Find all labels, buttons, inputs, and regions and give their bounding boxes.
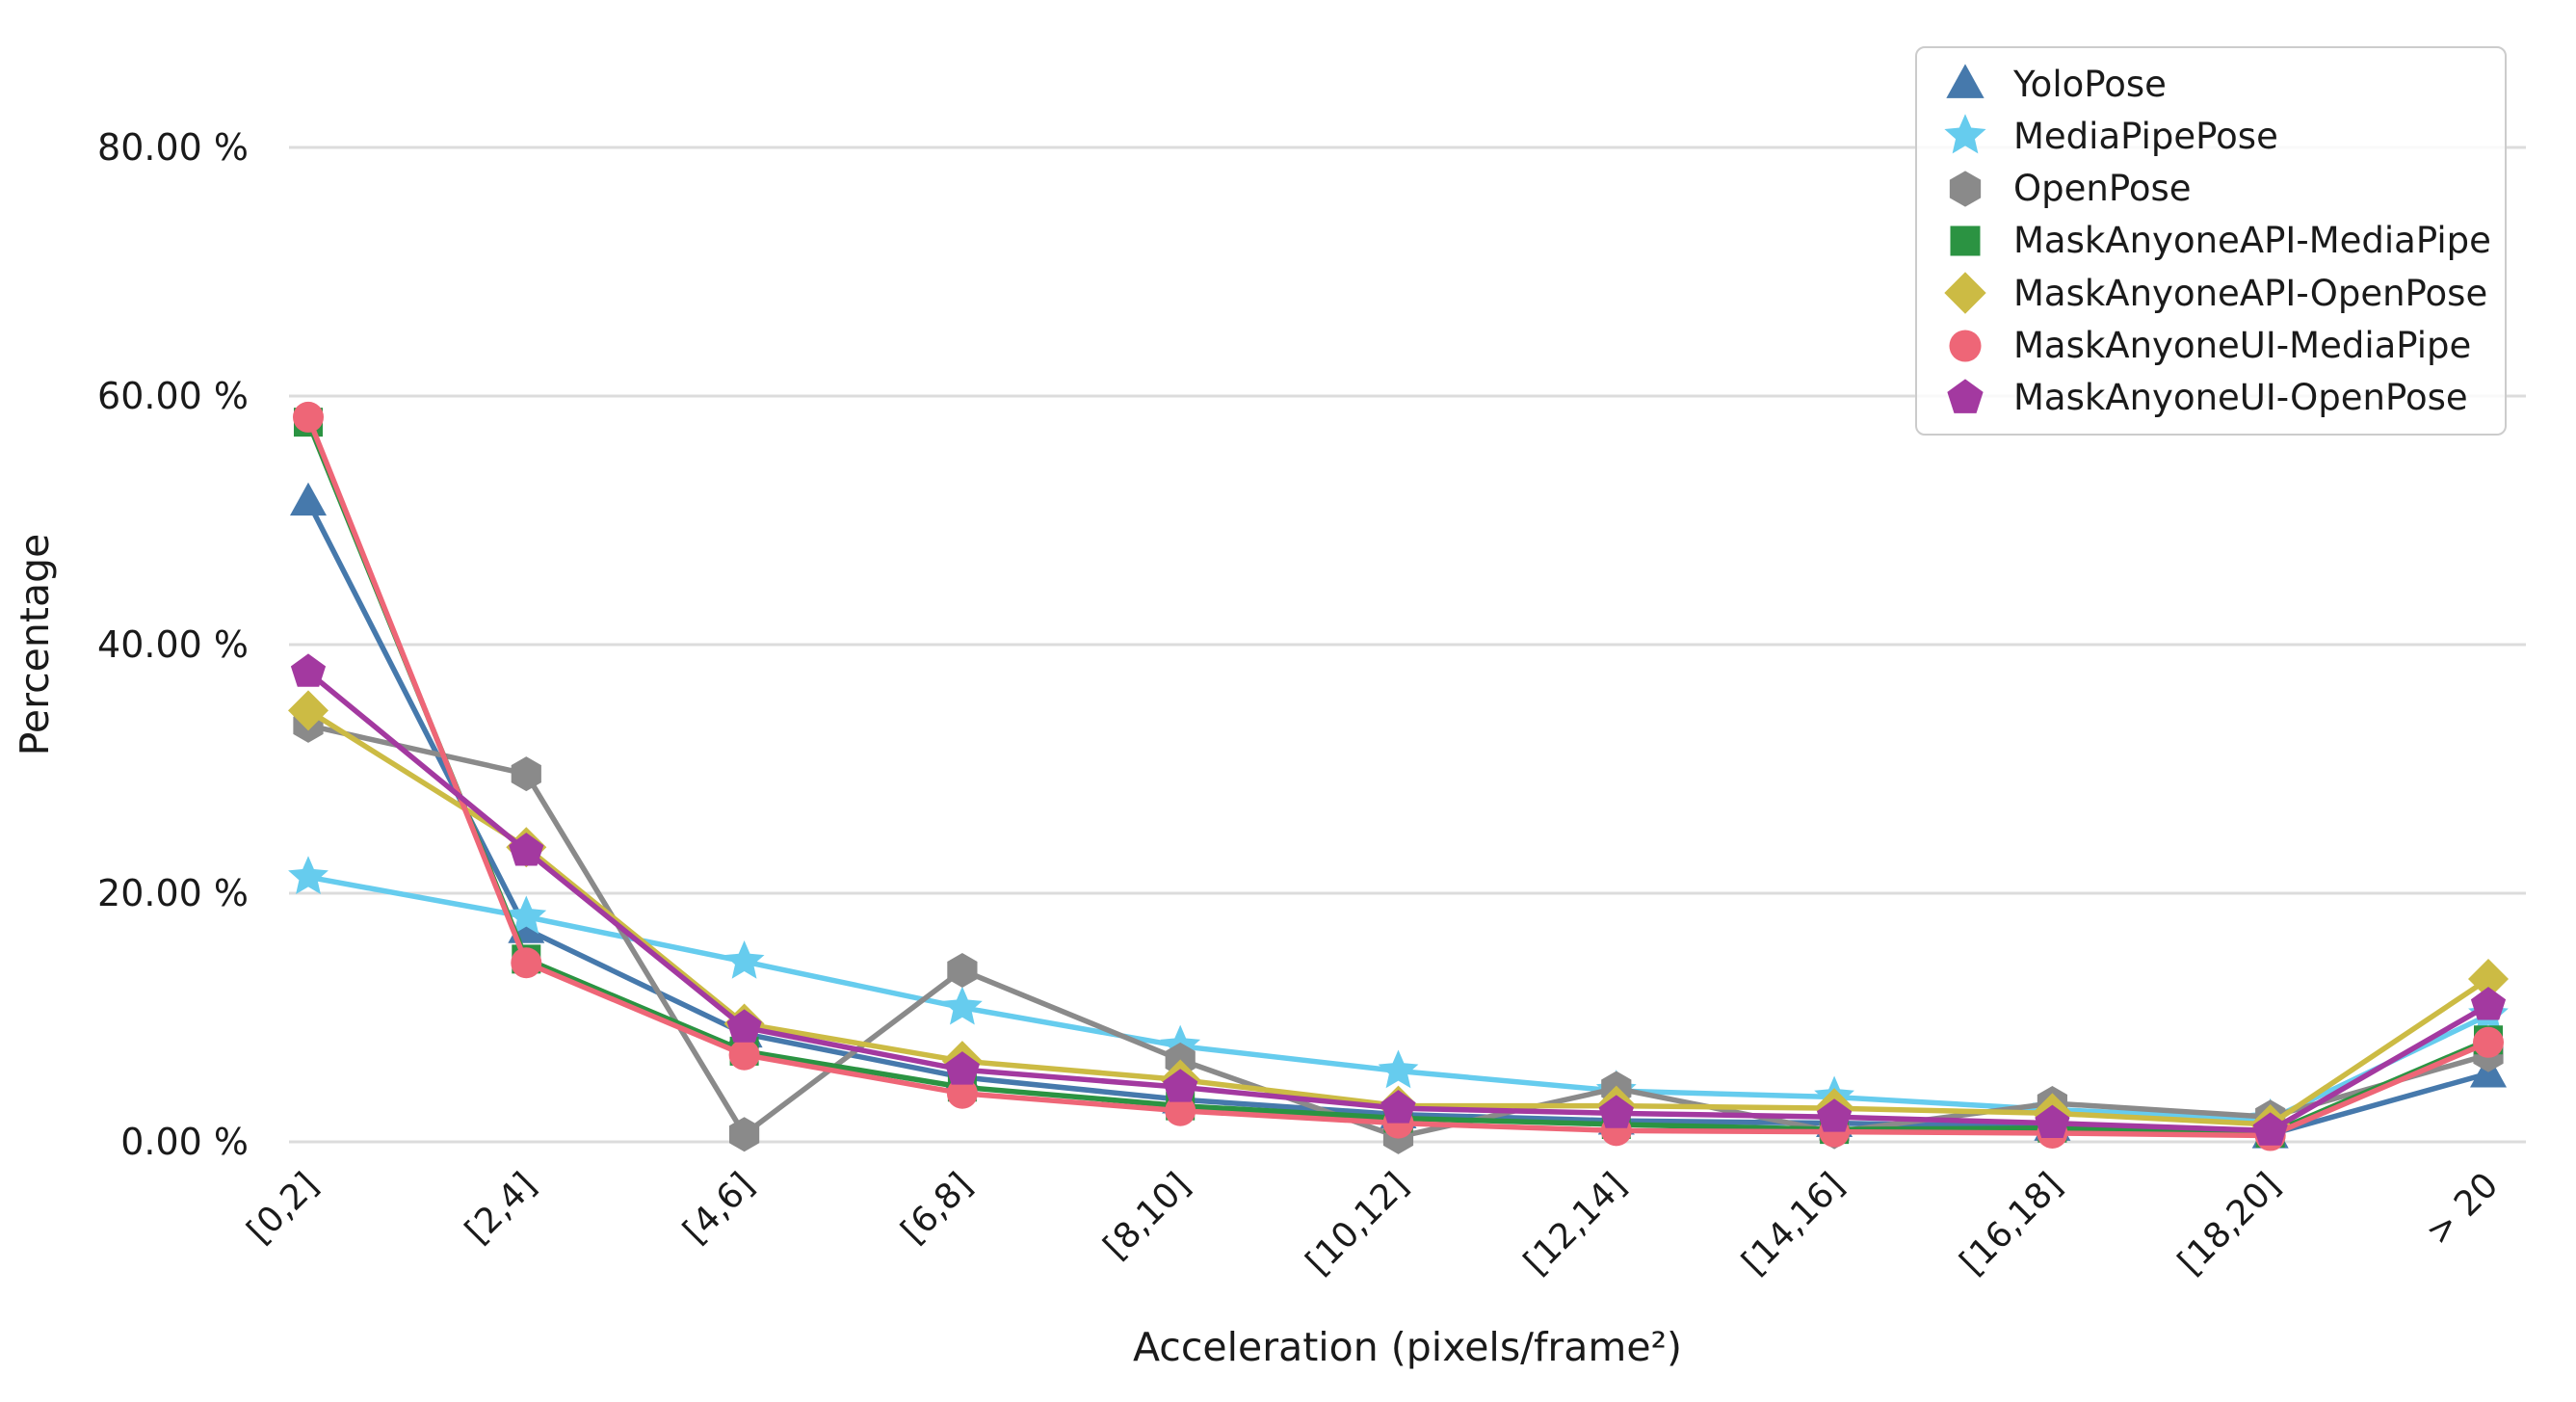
star-marker bbox=[1378, 1049, 1419, 1089]
star-marker bbox=[723, 939, 765, 979]
square-icon bbox=[1950, 225, 1981, 256]
x-tick-label: [0,2] bbox=[240, 1165, 326, 1251]
legend: YoloPose MediaPipePose OpenPose MaskAnyoneA… bbox=[1915, 46, 2507, 436]
x-tick-label: [14,16] bbox=[1735, 1165, 1853, 1283]
x-tick-label: [16,18] bbox=[1953, 1165, 2070, 1283]
circle-marker bbox=[293, 401, 324, 433]
star-marker bbox=[506, 895, 547, 935]
pentagon-marker bbox=[1163, 1069, 1198, 1102]
y-axis-tick-labels: 0.00 % 20.00 % 40.00 % 60.00 % 80.00 % bbox=[97, 126, 249, 1163]
x-tick-label: [2,4] bbox=[458, 1165, 543, 1251]
pentagon-marker bbox=[290, 653, 327, 687]
pentagon-marker bbox=[509, 833, 544, 866]
star-icon bbox=[1944, 114, 1986, 154]
legend-item-label: MaskAnyoneAPI-OpenPose bbox=[2013, 272, 2488, 314]
hexagon-marker bbox=[947, 952, 978, 988]
series-line-YoloPose bbox=[305, 498, 2491, 1138]
pentagon-marker bbox=[2252, 1112, 2288, 1146]
legend-item: MediaPipePose bbox=[1942, 111, 2495, 161]
circle-icon bbox=[1949, 330, 1982, 362]
pentagon-marker bbox=[1380, 1090, 1416, 1124]
pentagon-marker bbox=[2470, 987, 2507, 1020]
legend-item: YoloPose bbox=[1942, 59, 2495, 109]
pentagon-marker bbox=[944, 1051, 980, 1085]
circle-marker bbox=[511, 947, 542, 979]
x-tick-label: [12,14] bbox=[1516, 1165, 1634, 1283]
y-tick-label: 60.00 % bbox=[97, 375, 249, 417]
y-tick-label: 80.00 % bbox=[97, 126, 249, 169]
triangle-icon bbox=[1946, 64, 1985, 99]
x-tick-label: [8,10] bbox=[1096, 1165, 1198, 1267]
x-tick-label: > 20 bbox=[2419, 1165, 2507, 1253]
pentagon-marker bbox=[2035, 1104, 2070, 1139]
hexagon-marker bbox=[729, 1117, 760, 1152]
y-tick-label: 0.00 % bbox=[120, 1121, 249, 1163]
triangle-marker bbox=[290, 482, 327, 516]
legend-item: MaskAnyoneUI-OpenPose bbox=[1942, 373, 2495, 423]
circle-marker bbox=[1165, 1095, 1196, 1126]
diamond-marker bbox=[288, 690, 329, 731]
legend-item-label: MediaPipePose bbox=[2013, 115, 2278, 157]
circle-marker bbox=[946, 1077, 978, 1109]
x-tick-label: [18,20] bbox=[2170, 1165, 2288, 1283]
series-line-MaskAnyoneAPI-MediaPipe bbox=[305, 419, 2491, 1136]
star-marker bbox=[942, 986, 983, 1025]
hexagon-icon bbox=[1949, 171, 1982, 207]
y-tick-label: 40.00 % bbox=[97, 623, 249, 666]
x-axis-tick-labels: [0,2] [2,4] [4,6] [6,8] [8,10] [10,12] [12,14]… bbox=[240, 1165, 2506, 1283]
diamond-icon bbox=[1944, 272, 1986, 314]
series-line-MediaPipePose bbox=[305, 874, 2491, 1123]
x-axis-title: Acceleration (pixels/frame²) bbox=[1133, 1324, 1682, 1370]
x-tick-label: [6,8] bbox=[894, 1165, 980, 1251]
pentagon-marker bbox=[726, 1009, 762, 1043]
legend-item-label: YoloPose bbox=[2013, 63, 2167, 105]
x-tick-label: [4,6] bbox=[676, 1165, 762, 1251]
legend-item: OpenPose bbox=[1942, 164, 2495, 214]
x-tick-label: [10,12] bbox=[1299, 1165, 1416, 1283]
series-line-MaskAnyoneUI-MediaPipe bbox=[305, 414, 2491, 1139]
y-tick-label: 20.00 % bbox=[97, 872, 249, 914]
pentagon-marker bbox=[1817, 1098, 1853, 1132]
hexagon-marker bbox=[511, 756, 541, 792]
legend-item: MaskAnyoneUI-MediaPipe bbox=[1942, 321, 2495, 371]
legend-item-label: MaskAnyoneUI-MediaPipe bbox=[2013, 325, 2472, 367]
pentagon-icon bbox=[1947, 379, 1984, 413]
legend-item-label: OpenPose bbox=[2013, 168, 2192, 210]
legend-item: MaskAnyoneAPI-OpenPose bbox=[1942, 268, 2495, 318]
circle-marker bbox=[2473, 1026, 2504, 1058]
legend-item-label: MaskAnyoneAPI-MediaPipe bbox=[2013, 220, 2491, 262]
legend-item: MaskAnyoneAPI-MediaPipe bbox=[1942, 216, 2495, 266]
pentagon-marker bbox=[1598, 1095, 1634, 1128]
data-series bbox=[288, 401, 2509, 1154]
circle-marker bbox=[728, 1039, 760, 1071]
legend-item-label: MaskAnyoneUI-OpenPose bbox=[2013, 377, 2468, 419]
diamond-marker bbox=[2468, 959, 2509, 1000]
y-axis-title: Percentage bbox=[12, 534, 58, 756]
star-marker bbox=[288, 856, 329, 895]
